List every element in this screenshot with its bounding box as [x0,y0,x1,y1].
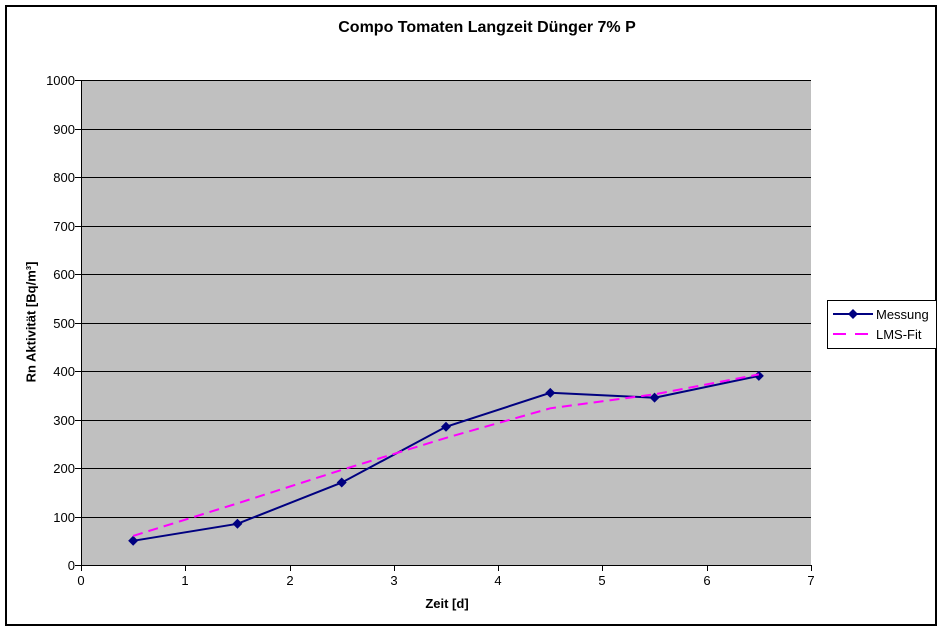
messung-marker-6.5 [753,370,764,381]
y-tick-label-400: 400 [53,364,75,379]
x-tick-label-5: 5 [598,573,606,588]
messung-marker-1.5 [232,518,243,529]
messung-marker-0.5 [128,535,139,546]
y-tick-label-0: 0 [67,558,75,573]
plot-background [81,80,811,565]
messung-marker-3.5 [441,421,451,432]
y-tick-label-300: 300 [53,413,75,428]
chart-title: Compo Tomaten Langzeit Dünger 7% P [338,19,636,36]
x-axis-title: Zeit [d] [425,596,469,611]
y-tick-label-200: 200 [53,461,75,476]
y-tick-label-600: 600 [53,267,75,282]
x-tick-label-0: 0 [77,573,85,588]
legend-sample-lms-fit [833,333,873,335]
x-tick-label-3: 3 [390,573,398,588]
y-tick-label-800: 800 [53,170,75,185]
legend-entry-lms-fit: LMS-Fit [832,324,936,344]
x-tick-label-1: 1 [181,573,189,588]
x-tick-label-7: 7 [807,573,815,588]
legend-label-messung: Messung [876,306,929,322]
messung-marker-5.5 [649,392,660,403]
x-tick-label-6: 6 [703,573,711,588]
y-tick-label-1000: 1000 [46,73,75,88]
messung-marker-4.5 [545,387,556,398]
y-tick-label-700: 700 [53,219,75,234]
y-tick-label-100: 100 [53,510,75,525]
legend: Messung LMS-Fit [827,300,937,349]
legend-sample-messung [833,309,873,319]
lms-fit-series-line [132,373,760,537]
y-tick-label-900: 900 [53,122,75,137]
y-tick-label-500: 500 [53,316,75,331]
legend-entry-messung: Messung [832,304,936,324]
messung-marker-2.5 [336,477,347,488]
legend-label-lms-fit: LMS-Fit [876,326,922,342]
x-tick-label-2: 2 [286,573,294,588]
x-tick-label-4: 4 [494,573,502,588]
